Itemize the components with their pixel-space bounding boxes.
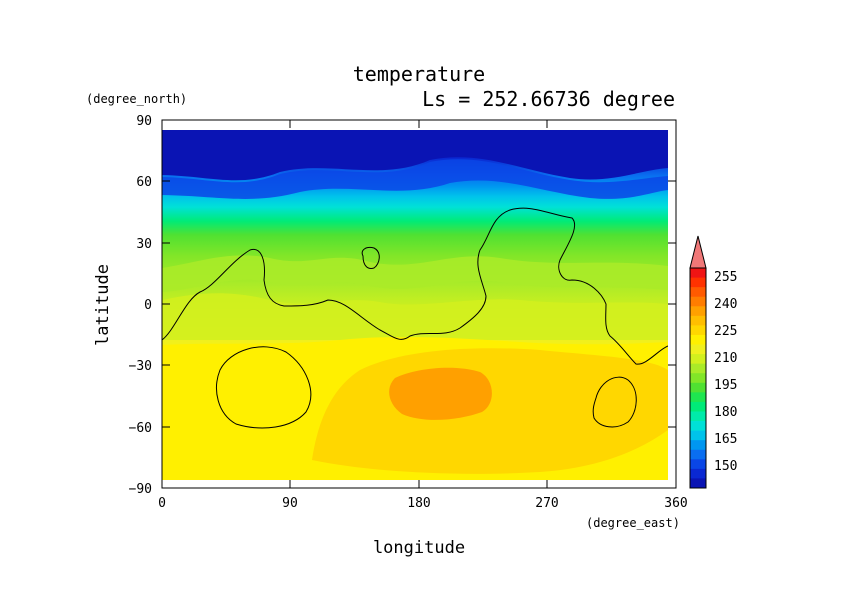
x-axis-label: longitude (373, 538, 465, 558)
y-tick-label: −60 (129, 421, 152, 436)
y-unit-label: (degree_north) (86, 92, 187, 106)
colorbar-label: 225 (714, 324, 737, 339)
y-tick-label: 30 (136, 237, 152, 252)
colorbar-segment (690, 449, 706, 460)
contour-basin-west (216, 346, 312, 429)
colorbar-segment (690, 373, 706, 384)
colorbar-label: 150 (714, 459, 737, 474)
band-yellowgreen (162, 293, 668, 340)
colorbar-extend-arrow (689, 235, 707, 269)
y-tick-label: −90 (129, 482, 152, 497)
colorbar-label: 210 (714, 351, 737, 366)
colorbar-segment (690, 287, 706, 298)
colorbar-segment (690, 440, 706, 451)
x-tick-label: 180 (407, 496, 430, 511)
colorbar-segment (690, 325, 706, 336)
x-axis: 0 90 180 270 360 (158, 120, 688, 511)
colorbar-segment (690, 411, 706, 422)
colorbar-segment (690, 344, 706, 355)
colorbar-labels: 255 240 225 210 195 180 165 150 (714, 270, 737, 474)
y-tick-label: 0 (144, 298, 152, 313)
chart-subtitle: Ls = 252.66736 degree (422, 87, 675, 111)
x-unit-label: (degree_east) (586, 516, 680, 530)
band-warm-green (162, 255, 668, 292)
x-tick-label: 0 (158, 496, 166, 511)
x-tick-label: 90 (282, 496, 298, 511)
colorbar-segment (690, 268, 706, 279)
colorbar-segment (690, 296, 706, 307)
colorbar-segment (690, 354, 706, 365)
y-axis: 90 60 30 0 −30 −60 −90 (129, 114, 676, 497)
band-polar (162, 130, 668, 181)
colorbar-label: 255 (714, 270, 737, 285)
colorbar-segment (690, 401, 706, 412)
band-cold (162, 159, 668, 199)
colorbar-segment (690, 430, 706, 441)
y-tick-label: −30 (129, 359, 152, 374)
colorbar-segment (690, 421, 706, 432)
temperature-field (162, 130, 668, 480)
colorbar-segment (690, 382, 706, 393)
contour-small-island (361, 247, 380, 269)
colorbar-label: 195 (714, 378, 737, 393)
colorbar-frame (689, 267, 707, 489)
colorbar-segment (690, 392, 706, 403)
x-tick-label: 360 (664, 496, 687, 511)
contour-main (162, 207, 668, 365)
y-tick-label: 90 (136, 114, 152, 129)
colorbar-segment (690, 306, 706, 317)
chart-title: temperature (353, 62, 485, 86)
y-tick-label: 60 (136, 175, 152, 190)
colorbar-segment (690, 334, 706, 346)
colorbar-label: 180 (714, 405, 737, 420)
contour-basin-east (592, 376, 637, 428)
colorbar-segment (690, 363, 706, 374)
colorbar-segment (690, 468, 706, 479)
colorbar-segment (690, 277, 706, 288)
y-axis-label: latitude (93, 264, 113, 346)
colorbar-segment (690, 478, 706, 489)
colorbar-segment (690, 459, 706, 470)
colorbar-label: 240 (714, 297, 737, 312)
warm-core (389, 367, 492, 420)
x-tick-label: 270 (535, 496, 558, 511)
colorbar-label: 165 (714, 432, 737, 447)
colorbar (689, 235, 707, 489)
colorbar-segment (690, 315, 706, 326)
